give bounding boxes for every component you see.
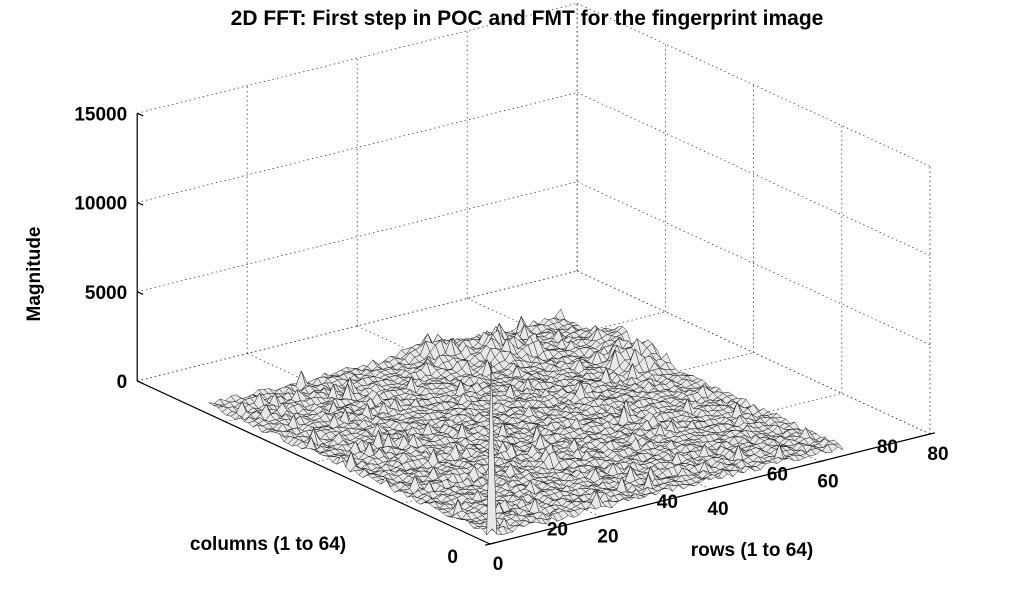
chart-title: 2D FFT: First step in POC and FMT for th…: [231, 7, 824, 30]
grid-line: [577, 2, 931, 167]
z-tick-label: 0: [117, 372, 128, 393]
grid-line: [577, 270, 931, 435]
y-tick-mark: [484, 543, 491, 546]
z-axis-label: Magnitude: [24, 227, 45, 322]
z-tick-label: 5000: [85, 283, 127, 304]
y-axis-label: columns (1 to 64): [190, 534, 346, 555]
y-tick-label: 80: [877, 437, 898, 458]
y-tick-label: 60: [767, 465, 788, 486]
x-tick-mark: [489, 542, 496, 545]
z-tick-label: 15000: [74, 104, 127, 125]
y-tick-mark: [924, 433, 931, 436]
y-tick-mark: [594, 515, 601, 519]
x-tick-label: 20: [597, 527, 618, 548]
z-tick-mark: [136, 201, 144, 206]
y-tick-label: 20: [547, 520, 568, 541]
x-tick-mark: [709, 487, 716, 490]
x-tick-label: 60: [817, 472, 838, 493]
x-tick-label: 0: [493, 554, 504, 575]
x-tick-mark: [929, 432, 936, 435]
grid-line: [577, 181, 931, 346]
surface-patch: [486, 362, 497, 536]
z-tick-label: 10000: [74, 194, 127, 215]
z-tick-mark: [136, 291, 144, 295]
y-tick-label: 40: [657, 492, 678, 513]
y-axis-line: [136, 380, 491, 545]
x-tick-label: 80: [927, 444, 948, 465]
tick-labels: 0 20 40 60 80 0 20 40 60 80 0 5000 10000 15000: [74, 104, 948, 575]
y-tick-mark: [814, 460, 821, 464]
x-tick-mark: [599, 514, 606, 518]
x-axis-label: rows (1 to 64): [691, 540, 813, 561]
x-tick-mark: [819, 459, 826, 463]
x-tick-label: 40: [707, 499, 728, 520]
grid-line: [577, 92, 931, 256]
y-tick-mark: [704, 488, 711, 491]
surface-mesh: [208, 308, 844, 536]
y-tick-label: 0: [447, 547, 458, 568]
z-tick-mark: [136, 112, 144, 117]
z-tick-mark: [136, 380, 144, 385]
